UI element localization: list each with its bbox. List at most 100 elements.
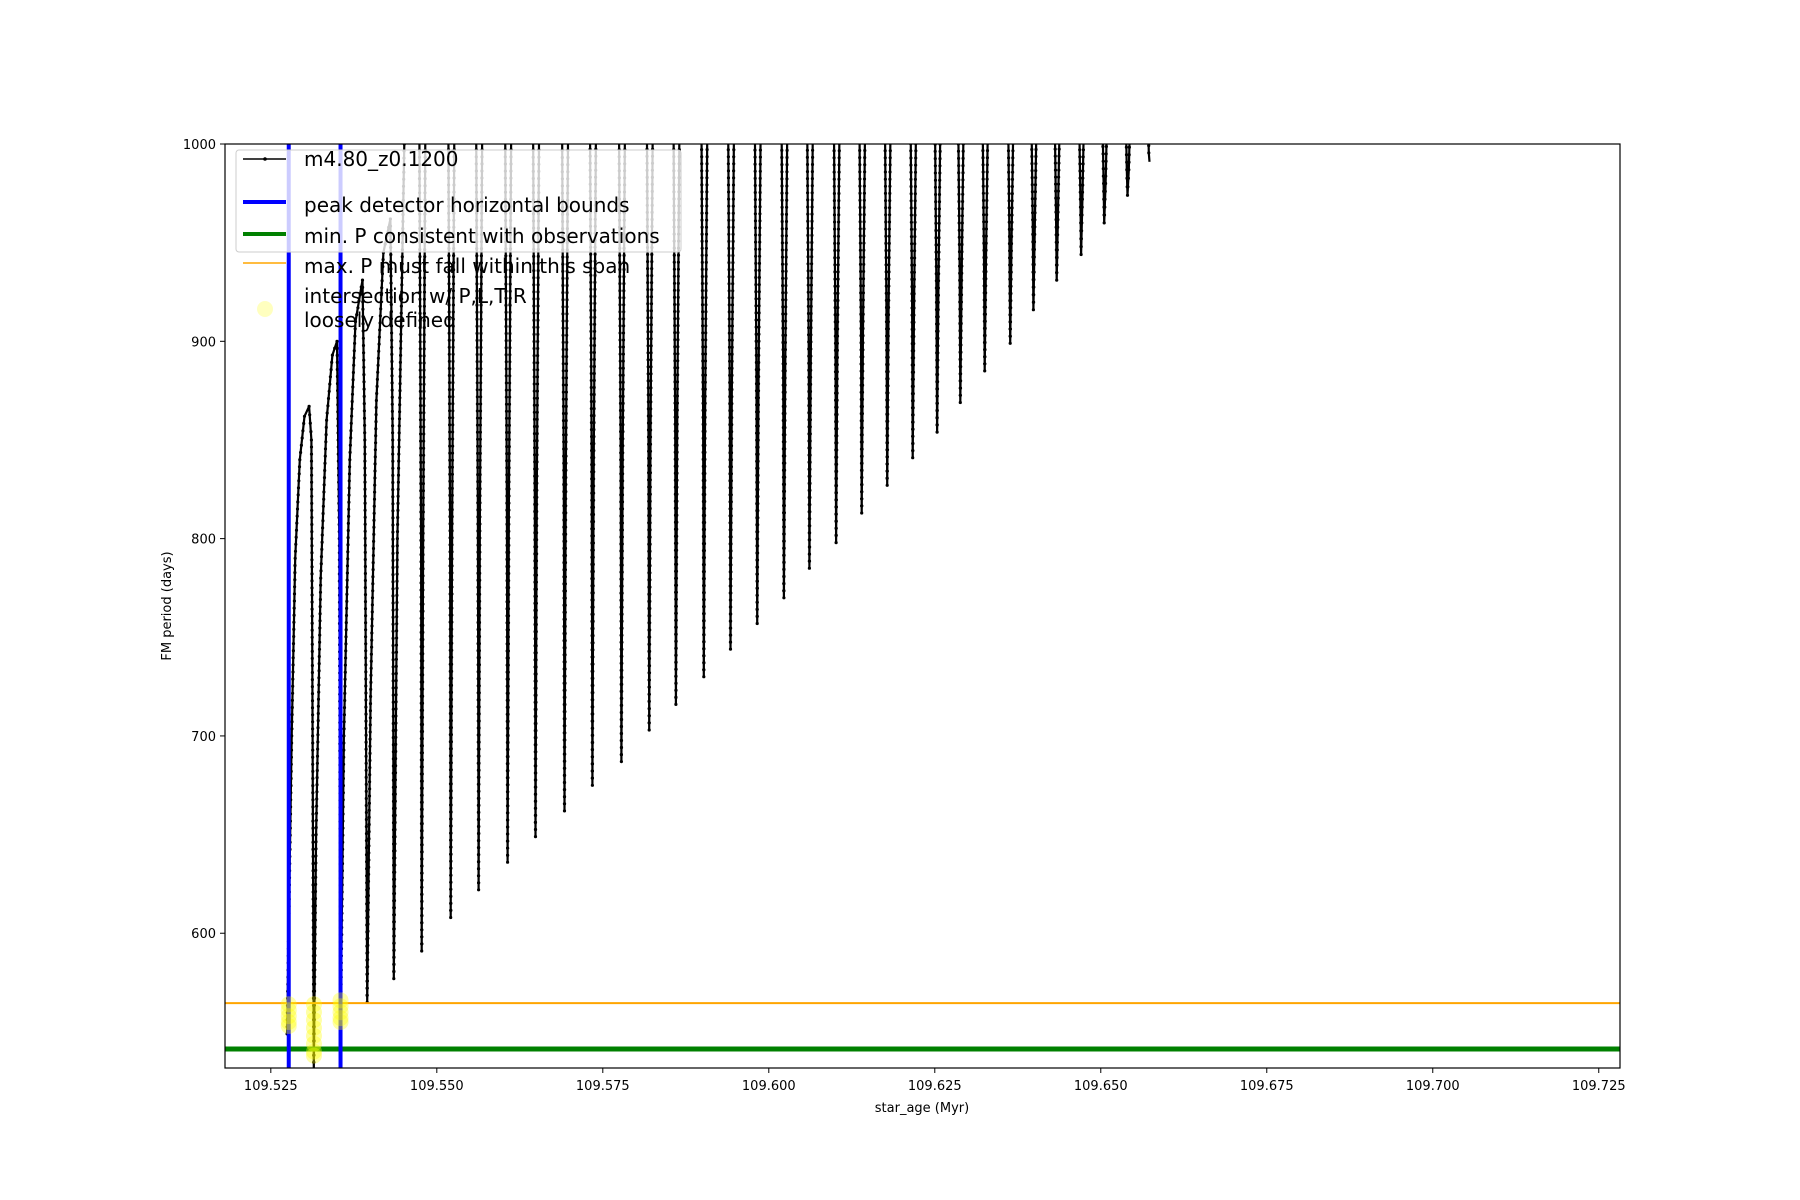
model-data-point: [561, 369, 565, 373]
model-data-point: [450, 522, 454, 526]
model-data-point: [937, 236, 941, 240]
model-data-point: [363, 522, 367, 526]
model-data-point: [295, 514, 299, 518]
model-data-point: [783, 348, 788, 352]
model-data-point: [315, 783, 319, 787]
model-data-point: [705, 162, 709, 166]
model-data-point: [936, 308, 940, 312]
model-data-point: [982, 234, 986, 238]
model-data-point: [363, 543, 367, 548]
model-data-point: [507, 430, 511, 435]
model-data-point: [592, 435, 596, 439]
model-data-point: [593, 280, 597, 284]
model-data-point: [532, 297, 536, 301]
model-data-point: [1033, 232, 1037, 236]
model-data-point: [563, 575, 568, 579]
model-data-point: [1010, 177, 1015, 181]
model-data-point: [729, 444, 734, 448]
model-data-point: [342, 706, 347, 710]
model-data-point: [620, 549, 624, 553]
model-data-point: [780, 227, 784, 231]
model-data-point: [506, 698, 510, 702]
model-data-point: [418, 283, 422, 287]
model-data-point: [507, 466, 511, 470]
model-data-point: [392, 899, 397, 903]
model-data-point: [728, 352, 732, 356]
model-data-point: [756, 473, 760, 477]
model-data-point: [646, 316, 650, 320]
model-data-point: [862, 227, 866, 231]
model-data-point: [477, 846, 481, 850]
model-data-point: [755, 593, 759, 597]
model-data-point: [753, 176, 757, 180]
model-data-point: [291, 663, 295, 667]
model-data-point: [508, 282, 512, 286]
model-data-point: [808, 404, 813, 408]
model-data-point: [675, 387, 680, 391]
model-data-point: [619, 760, 624, 764]
model-data-point: [835, 334, 840, 338]
model-data-point: [862, 255, 866, 259]
model-data-point: [344, 628, 348, 632]
model-data-point: [475, 338, 479, 342]
model-data-point: [421, 503, 425, 507]
model-data-point: [423, 262, 427, 266]
model-data-point: [479, 395, 483, 399]
model-data-point: [422, 411, 426, 415]
model-data-point: [561, 376, 565, 380]
model-data-point: [590, 769, 595, 773]
model-data-point: [834, 484, 839, 488]
model-data-point: [883, 184, 888, 188]
model-data-point: [363, 452, 367, 456]
model-data-point: [314, 833, 318, 837]
model-data-point: [909, 156, 913, 160]
model-data-point: [858, 156, 862, 160]
model-data-point: [447, 254, 451, 258]
model-data-point: [399, 318, 403, 322]
model-data-point: [370, 603, 374, 607]
model-data-point: [704, 310, 708, 314]
model-data-point: [310, 593, 314, 597]
model-data-point: [730, 380, 734, 385]
model-data-point: [368, 744, 372, 748]
model-data-point: [912, 313, 916, 317]
model-data-point: [810, 226, 814, 230]
model-data-point: [1080, 190, 1085, 194]
model-data-point: [702, 661, 706, 665]
model-data-point: [419, 489, 423, 493]
model-data-point: [758, 183, 762, 188]
model-data-point: [913, 220, 917, 224]
model-data-point: [621, 444, 625, 448]
model-data-point: [391, 488, 395, 492]
model-data-point: [1008, 334, 1012, 338]
model-data-point: [316, 740, 320, 744]
model-data-point: [364, 775, 368, 780]
model-data-point: [727, 289, 731, 293]
model-data-point: [508, 381, 512, 385]
model-data-point: [451, 310, 455, 314]
model-data-point: [910, 270, 914, 274]
model-data-point: [422, 290, 427, 294]
model-data-point: [449, 880, 453, 884]
model-data-point: [648, 435, 653, 439]
model-data-point: [807, 340, 811, 344]
model-data-point: [833, 298, 837, 303]
model-data-point: [860, 404, 865, 409]
model-data-point: [784, 326, 788, 330]
model-data-point: [335, 374, 339, 379]
model-data-point: [727, 310, 731, 314]
model-data-point: [508, 388, 512, 392]
model-data-point: [805, 148, 810, 152]
model-data-point: [756, 452, 760, 456]
model-data-point: [534, 813, 538, 818]
model-data-point: [290, 698, 294, 703]
model-data-point: [620, 675, 624, 680]
model-data-point: [506, 832, 510, 836]
model-data-point: [563, 610, 567, 614]
model-data-point: [389, 274, 393, 278]
model-data-point: [589, 378, 593, 383]
model-data-point: [810, 233, 814, 237]
model-data-point: [754, 332, 758, 336]
model-data-point: [646, 400, 651, 404]
model-data-point: [561, 404, 566, 408]
